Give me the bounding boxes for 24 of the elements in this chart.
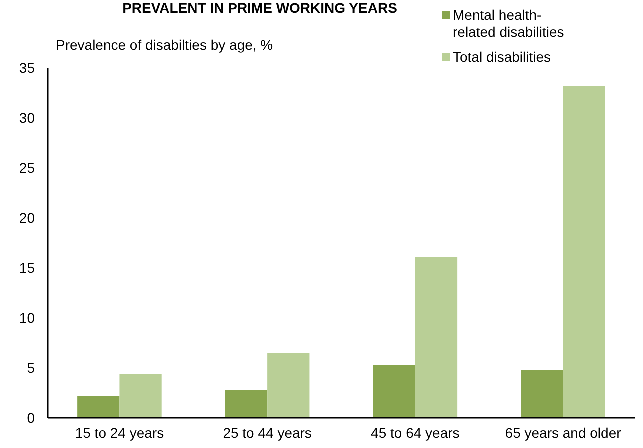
y-tick-label: 25 — [19, 160, 36, 176]
legend-label: Mental health-related disabilities — [453, 7, 564, 40]
bar — [373, 365, 416, 418]
bar — [415, 257, 458, 418]
y-tick-label: 20 — [19, 210, 36, 226]
x-tick-label: 25 to 44 years — [223, 425, 312, 441]
y-tick-label: 0 — [27, 410, 36, 426]
bar — [225, 390, 268, 418]
x-tick-label: 45 to 64 years — [371, 425, 460, 441]
bar — [268, 353, 310, 418]
bar — [521, 370, 564, 418]
bar — [120, 374, 162, 418]
chart-subtitle: Prevalence of disabilties by age, % — [56, 37, 274, 53]
bar — [78, 396, 120, 418]
y-tick-label: 10 — [19, 310, 36, 326]
bar — [563, 86, 606, 418]
y-tick-label: 30 — [19, 110, 36, 126]
x-tick-label: 65 years and older — [505, 425, 622, 441]
y-tick-label: 15 — [19, 260, 36, 276]
y-tick-label: 35 — [19, 60, 36, 76]
chart-title: PREVALENT IN PRIME WORKING YEARS — [122, 0, 398, 16]
legend-label: Total disabilities — [453, 49, 552, 65]
y-tick-label: 5 — [27, 360, 36, 376]
x-tick-label: 15 to 24 years — [75, 425, 164, 441]
